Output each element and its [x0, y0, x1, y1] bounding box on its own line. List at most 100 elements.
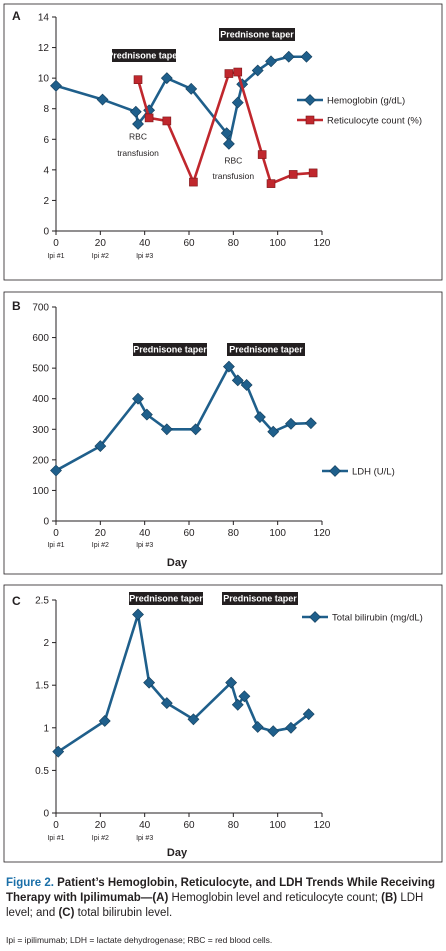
x-tick-label: 120	[314, 528, 331, 539]
data-point	[160, 697, 173, 710]
x-tick-label: 80	[228, 238, 240, 249]
y-tick-label: 10	[38, 74, 50, 85]
data-point	[282, 50, 295, 63]
y-tick-label: 2.5	[35, 596, 49, 607]
x-tick-label: 40	[139, 820, 151, 831]
chart-panel-c: C 0 0.5 1 1.5 2 2.5 0 20 40 60 80 100 120 Ipi #1 Ipi #2…	[3, 584, 443, 863]
x-tick-label: 0	[53, 238, 59, 249]
ipi-label: Ipi #1	[47, 542, 64, 549]
data-point	[94, 440, 107, 453]
ipi-label: Ipi #2	[92, 253, 109, 260]
abbreviations-footnote: Ipi = ipilimumab; LDH = lactate dehydrog…	[6, 935, 273, 945]
legend-label: Total bilirubin (mg/dL)	[332, 613, 423, 624]
prednisone-taper-box	[133, 343, 207, 356]
data-point	[96, 93, 109, 106]
data-point	[302, 708, 315, 721]
prednisone-taper-box	[112, 49, 176, 62]
x-tick-label: 0	[53, 528, 59, 539]
x-tick-label: 0	[53, 820, 59, 831]
panel-frame	[3, 584, 443, 863]
data-point	[187, 713, 200, 726]
chart-panel-b: B 0 100 200 300 400 500 600 700 0 20 40 60 80 100 120 Ip…	[3, 291, 443, 575]
caption-text-c: total bilirubin level.	[74, 907, 173, 919]
data-point	[304, 417, 317, 430]
x-tick-label: 40	[139, 238, 151, 249]
data-point	[251, 64, 264, 77]
prednisone-taper-label: Prednisone taper	[223, 594, 297, 604]
rbc-transfusion-note: RBC	[224, 156, 242, 166]
data-point	[160, 423, 173, 436]
x-tick-label: 100	[269, 238, 286, 249]
prednisone-taper-box	[129, 592, 203, 605]
y-tick-label: 0	[43, 227, 49, 238]
x-tick-label: 120	[314, 238, 331, 249]
caption-text-b: LDH level; and	[6, 892, 424, 919]
y-tick-label: 0.5	[35, 766, 49, 777]
data-point	[288, 170, 298, 179]
figure-caption: Figure 2. Patient’s Hemoglobin, Reticulo…	[6, 876, 440, 921]
ipi-label: Ipi #3	[136, 542, 153, 549]
data-point	[129, 105, 142, 118]
figure-label: Figure 2.	[6, 877, 54, 889]
data-point	[222, 137, 235, 150]
y-tick-label: 12	[38, 43, 50, 54]
x-tick-label: 120	[314, 820, 331, 831]
data-point	[160, 72, 173, 85]
data-point	[285, 417, 297, 430]
data-point	[251, 721, 264, 733]
y-tick-label: 6	[43, 135, 49, 146]
panel-frame	[3, 291, 443, 575]
legend-swatch-marker	[329, 465, 341, 477]
y-tick-label: 500	[32, 364, 49, 375]
legend-label: Reticulocyte count (%)	[327, 116, 422, 127]
data-point	[224, 69, 234, 78]
data-point	[225, 676, 238, 689]
data-point	[240, 379, 253, 391]
rbc-transfusion-note: RBC	[129, 131, 147, 141]
y-tick-label: 4	[43, 165, 49, 176]
y-tick-label: 2	[43, 638, 49, 649]
x-tick-label: 60	[183, 820, 195, 831]
y-tick-label: 600	[32, 333, 49, 344]
series-line	[55, 365, 311, 472]
chart-panel-a: A 0 2 4 6 8 10 12 14 0 20 40 60 80 100 120 Ipi #1 Ipi #2 I…	[3, 3, 443, 281]
data-point	[132, 118, 144, 130]
data-point	[257, 150, 267, 159]
prednisone-taper-label: Prednisone taper	[229, 345, 303, 355]
data-point	[52, 745, 65, 758]
y-tick-label: 100	[32, 486, 49, 497]
data-point	[132, 392, 144, 405]
data-point	[133, 75, 143, 84]
data-point	[189, 423, 202, 436]
x-axis-title: Day	[167, 557, 188, 569]
x-tick-label: 40	[139, 528, 151, 539]
rbc-transfusion-note: transfusion	[117, 148, 159, 158]
y-tick-label: 1.5	[35, 681, 49, 692]
prednisone-taper-label: Prednisone taper	[220, 30, 294, 40]
prednisone-taper-box	[219, 28, 295, 41]
y-tick-label: 300	[32, 425, 49, 436]
prednisone-taper-box	[227, 343, 305, 356]
y-tick-label: 0	[43, 517, 49, 528]
x-tick-label: 80	[228, 528, 240, 539]
y-tick-label: 200	[32, 455, 49, 466]
caption-text-a: Hemoglobin level and reticulocyte count;	[168, 892, 382, 904]
data-point	[222, 360, 235, 373]
data-point	[143, 676, 156, 689]
data-point	[231, 698, 244, 711]
prednisone-taper-box	[222, 592, 298, 605]
panel-letter: B	[12, 299, 21, 313]
ipi-label: Ipi #2	[92, 542, 109, 549]
data-point	[238, 690, 251, 703]
data-point	[132, 608, 144, 621]
data-point	[266, 179, 276, 188]
data-point	[220, 127, 233, 140]
y-tick-label: 2	[43, 196, 49, 207]
x-tick-label: 80	[228, 820, 240, 831]
caption-letter-a: (A)	[152, 892, 169, 904]
prednisone-taper-label: Prednisone taper	[129, 594, 203, 604]
legend-swatch-marker	[309, 611, 321, 623]
x-axis-title: Day	[167, 847, 188, 859]
y-tick-label: 1	[43, 723, 49, 734]
